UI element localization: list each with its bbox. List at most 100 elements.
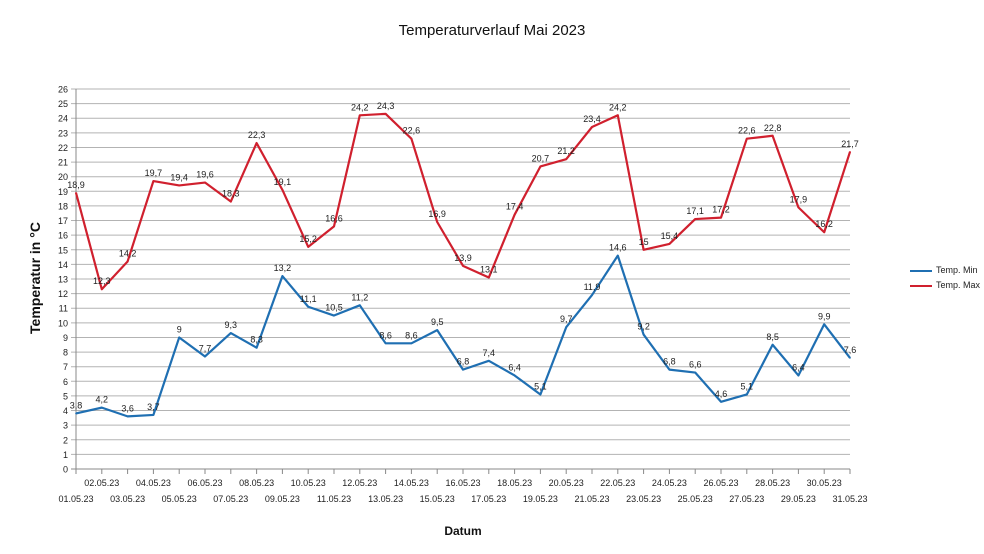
data-point bbox=[255, 346, 258, 349]
data-label: 3,6 bbox=[121, 403, 134, 413]
y-tick-label: 19 bbox=[58, 187, 68, 197]
data-point bbox=[771, 343, 774, 346]
y-tick-label: 11 bbox=[59, 304, 68, 314]
x-tick-label: 17.05.23 bbox=[471, 494, 506, 504]
data-label: 9,9 bbox=[818, 311, 831, 321]
data-point bbox=[488, 360, 490, 362]
data-label: 24,2 bbox=[351, 102, 369, 112]
y-tick-label: 18 bbox=[58, 201, 68, 211]
data-point bbox=[436, 329, 439, 331]
data-point bbox=[410, 342, 413, 345]
data-point bbox=[75, 412, 77, 415]
data-point bbox=[126, 260, 129, 263]
data-label: 8,3 bbox=[250, 335, 263, 345]
x-tick-label: 09.05.23 bbox=[265, 494, 300, 504]
data-point bbox=[462, 265, 464, 267]
data-point bbox=[513, 213, 516, 216]
data-label: 22,3 bbox=[248, 130, 266, 140]
data-label: 9,7 bbox=[560, 314, 573, 324]
data-point bbox=[75, 191, 77, 194]
data-label: 19,1 bbox=[274, 177, 292, 187]
data-label: 24,3 bbox=[377, 101, 395, 111]
data-point bbox=[823, 323, 825, 326]
y-tick-label: 8 bbox=[63, 348, 68, 358]
y-tick-label: 10 bbox=[58, 318, 68, 328]
data-point bbox=[359, 114, 361, 117]
y-tick-label: 23 bbox=[58, 128, 68, 138]
data-point bbox=[642, 248, 645, 251]
chart-title: Temperaturverlauf Mai 2023 bbox=[398, 22, 586, 39]
series-line-min bbox=[75, 254, 851, 418]
data-label: 13,1 bbox=[480, 265, 498, 275]
data-point bbox=[255, 142, 258, 144]
data-point bbox=[307, 246, 310, 248]
data-point bbox=[617, 254, 619, 257]
data-label: 14,6 bbox=[609, 243, 627, 253]
y-tick-label: 9 bbox=[63, 333, 68, 343]
data-point bbox=[720, 216, 722, 219]
data-point bbox=[565, 326, 567, 329]
y-tick-label: 26 bbox=[58, 85, 68, 95]
x-tick-label: 23.05.23 bbox=[626, 494, 661, 504]
data-point bbox=[281, 275, 284, 277]
y-tick-label: 3 bbox=[63, 421, 68, 431]
legend-label-max: Temp. Max bbox=[936, 280, 981, 290]
data-point bbox=[281, 189, 284, 191]
data-point bbox=[410, 137, 413, 140]
data-label: 14,2 bbox=[119, 248, 137, 258]
data-label: 8,6 bbox=[379, 330, 392, 340]
x-tick-label: 22.05.23 bbox=[600, 478, 635, 488]
x-tick-label: 03.05.23 bbox=[110, 494, 145, 504]
data-point bbox=[565, 158, 567, 160]
data-point bbox=[230, 332, 232, 334]
data-label: 11,2 bbox=[351, 292, 368, 302]
data-label: 3,7 bbox=[147, 402, 160, 412]
data-point bbox=[797, 206, 800, 209]
x-tick-label: 06.05.23 bbox=[187, 478, 222, 488]
data-label: 15,4 bbox=[661, 231, 679, 241]
data-label: 19,4 bbox=[170, 172, 188, 182]
x-tick-label: 12.05.23 bbox=[342, 478, 377, 488]
x-tick-label: 15.05.23 bbox=[420, 494, 455, 504]
data-point bbox=[668, 243, 671, 245]
data-point bbox=[746, 393, 748, 396]
data-point bbox=[694, 371, 696, 374]
data-point bbox=[823, 231, 825, 234]
data-label: 16,9 bbox=[428, 209, 446, 219]
data-label: 7,4 bbox=[483, 348, 496, 358]
data-point bbox=[591, 126, 593, 128]
data-label: 22,6 bbox=[403, 126, 421, 136]
data-point bbox=[101, 406, 103, 409]
x-tick-label: 13.05.23 bbox=[368, 494, 403, 504]
data-point bbox=[333, 225, 335, 228]
x-tick-label: 18.05.23 bbox=[497, 478, 532, 488]
data-label: 16,6 bbox=[325, 213, 343, 223]
data-label: 4,6 bbox=[715, 389, 728, 399]
y-tick-label: 6 bbox=[63, 377, 68, 387]
y-tick-label: 4 bbox=[63, 406, 68, 416]
data-label: 11,9 bbox=[584, 282, 601, 292]
data-point bbox=[178, 336, 180, 339]
x-axis-label: Datum bbox=[444, 524, 482, 538]
data-label: 4,2 bbox=[96, 395, 109, 405]
x-tick-label: 29.05.23 bbox=[781, 494, 816, 504]
data-point bbox=[384, 342, 387, 345]
data-point bbox=[797, 374, 800, 377]
data-point bbox=[642, 333, 645, 336]
data-point bbox=[539, 165, 542, 168]
data-label: 22,8 bbox=[764, 123, 782, 133]
x-tick-label: 31.05.23 bbox=[832, 494, 867, 504]
data-point bbox=[359, 304, 361, 307]
data-label: 8,5 bbox=[766, 332, 779, 342]
x-tick-label: 24.05.23 bbox=[652, 478, 687, 488]
data-label: 21,7 bbox=[841, 139, 859, 149]
x-tick-label: 26.05.23 bbox=[703, 478, 738, 488]
data-point bbox=[849, 357, 851, 359]
data-label: 17,1 bbox=[686, 206, 704, 216]
data-label: 9,2 bbox=[637, 322, 650, 332]
data-point bbox=[384, 113, 387, 115]
data-label: 19,6 bbox=[196, 170, 214, 180]
y-tick-label: 22 bbox=[58, 143, 68, 153]
x-tick-label: 30.05.23 bbox=[807, 478, 842, 488]
